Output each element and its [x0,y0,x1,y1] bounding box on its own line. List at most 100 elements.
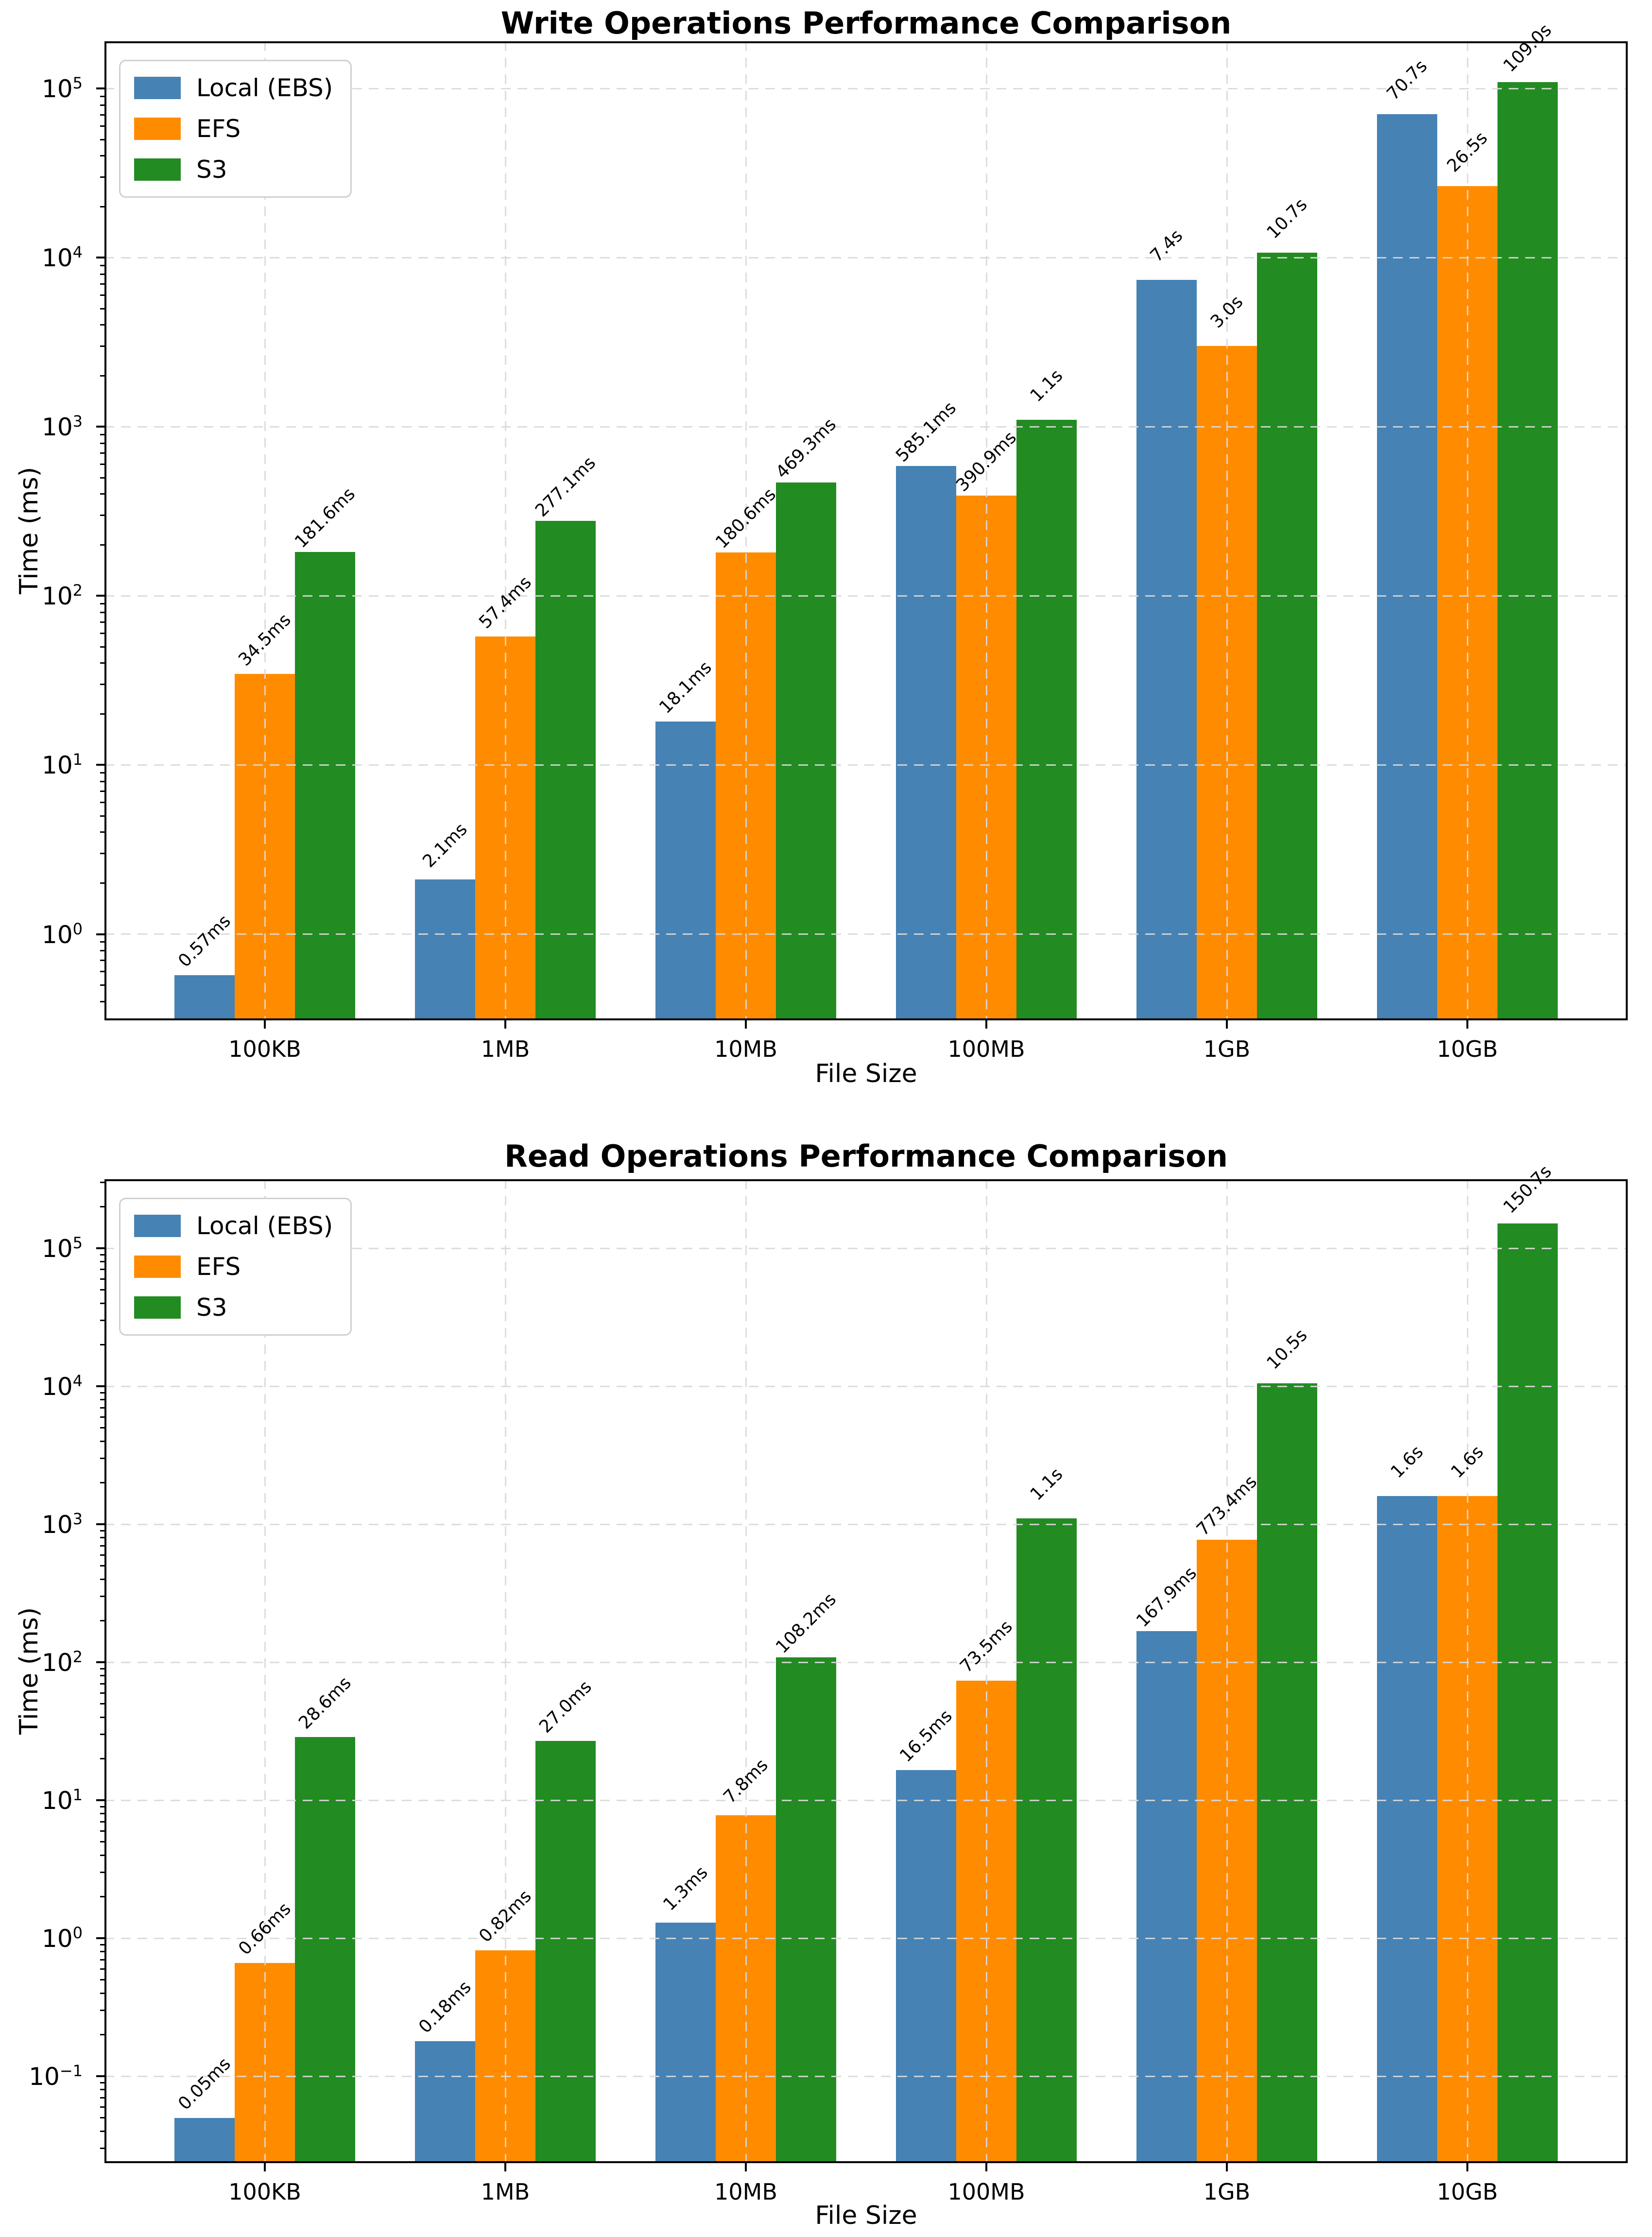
y-axis-minor-tick [100,1830,104,1832]
y-axis-minor-tick [100,2089,104,2091]
y-axis-minor-tick [100,283,104,285]
y-axis-minor-tick [100,452,104,454]
y-axis-minor-tick [100,308,104,310]
bar-S3-1GB [1257,253,1317,1020]
y-axis-minor-tick [100,1821,104,1823]
x-axis-label: File Size [815,2201,917,2230]
y-axis-minor-tick [100,1951,104,1953]
y-axis-tick-label: 105 [42,74,83,103]
gridline-horizontal [104,87,1628,89]
y-axis-tick [96,2075,104,2078]
bar-value-label: 10.5s [1263,1325,1311,1374]
bar-S3-1MB [535,521,596,1020]
y-axis-minor-tick [100,1289,104,1291]
gridline-vertical [745,1179,747,2163]
bar-value-label: 28.6ms [295,1673,355,1734]
legend-swatch-icon [134,158,181,181]
bar-value-label: 7.4s [1146,225,1187,266]
y-axis-minor-tick [100,464,104,465]
y-axis-tick-label: 103 [42,1510,83,1539]
legend-label: S3 [196,1293,227,1322]
legend-label: EFS [196,1253,241,1281]
y-axis-minor-tick [100,514,104,516]
legend: Local (EBS) EFS S3 [119,1198,352,1336]
bar-value-label: 1.1s [1026,1464,1067,1505]
y-axis-minor-tick [100,602,104,604]
bar-Local (EBS)-10MB [655,721,716,1020]
y-axis-tick-label: 102 [42,581,83,611]
chart-title: Read Operations Performance Comparison [504,1138,1228,1174]
y-axis-minor-tick [100,2148,104,2150]
y-axis-minor-tick [100,294,104,296]
y-axis-tick [96,764,104,766]
y-axis-tick [96,1523,104,1526]
y-axis-minor-tick [100,662,104,664]
gridline-vertical [985,41,987,1020]
y-axis-minor-tick [100,1427,104,1428]
gridline-vertical [985,1179,987,2163]
legend-label: S3 [196,155,227,184]
x-axis-tick-label-10GB: 10GB [1437,2179,1498,2205]
legend-label: Local (EBS) [196,74,333,102]
gridline-horizontal [104,1937,1628,1939]
legend-label: Local (EBS) [196,1212,333,1240]
bar-Local (EBS)-1MB [415,879,475,1020]
y-axis-minor-tick [100,1692,104,1694]
y-axis-minor-tick [100,1269,104,1271]
y-axis-minor-tick [100,125,104,127]
y-axis-minor-tick [100,772,104,774]
y-axis-minor-tick [100,971,104,973]
gridline-horizontal [104,1799,1628,1801]
gridline-horizontal [104,764,1628,766]
y-axis-tick-label: 103 [42,412,83,442]
x-axis-tick-label-100KB: 100KB [228,1036,301,1062]
legend-swatch-icon [134,118,181,140]
y-axis-minor-tick [100,2034,104,2036]
bar-value-label: 2.1ms [419,819,471,872]
bar-value-label: 10.7s [1263,194,1311,243]
gridline-horizontal [104,426,1628,428]
y-axis-tick-label: 104 [42,243,83,273]
y-axis-minor-tick [100,264,104,266]
y-axis-minor-tick [100,493,104,495]
x-axis-tick [1226,1020,1228,1029]
bar-S3-10GB [1497,1223,1558,2163]
bar-Local (EBS)-100KB [174,2117,235,2163]
y-axis-minor-tick [100,1578,104,1580]
y-axis-minor-tick [100,1458,104,1460]
y-axis-minor-tick [100,1944,104,1945]
y-axis-minor-tick [100,815,104,817]
x-axis-tick [745,1020,747,1029]
y-axis-tick [96,87,104,90]
y-axis-minor-tick [100,1482,104,1484]
bar-value-label: 469.3ms [772,414,840,482]
y-axis-minor-tick [100,959,104,961]
y-axis-minor-tick [100,941,104,943]
y-axis-minor-tick [100,1896,104,1898]
y-axis-minor-tick [100,273,104,275]
y-axis-minor-tick [100,1716,104,1718]
y-axis-minor-tick [100,1703,104,1705]
y-axis-minor-tick [100,1992,104,1994]
gridline-horizontal [104,933,1628,935]
legend-item-Local (EBS): Local (EBS) [134,1212,333,1240]
x-axis-tick [985,2163,987,2171]
y-axis-tick [96,1385,104,1388]
y-axis-minor-tick [100,433,104,435]
x-axis-tick [504,2163,506,2171]
y-axis-minor-tick [100,1392,104,1394]
y-axis-minor-tick [100,375,104,377]
y-axis-tick-label: 101 [42,1786,83,1815]
y-axis-minor-tick [100,1000,104,1002]
x-axis-tick [1466,2163,1468,2171]
legend-label: EFS [196,115,241,143]
bar-value-label: 167.9ms [1133,1563,1201,1632]
y-axis-minor-tick [100,1320,104,1321]
y-axis-tick [96,1799,104,1802]
y-axis-minor-tick [100,949,104,951]
bar-S3-1MB [535,1740,596,2163]
y-axis-minor-tick [100,95,104,97]
y-axis-minor-tick [100,1181,104,1183]
bar-value-label: 0.57ms [174,911,235,972]
x-axis-tick-label-10MB: 10MB [714,2179,777,2205]
